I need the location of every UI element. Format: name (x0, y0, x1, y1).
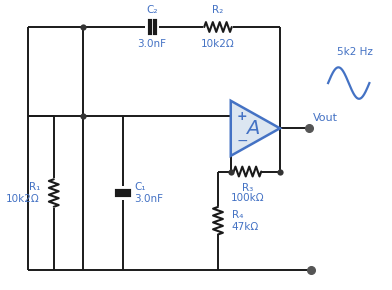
Text: 100kΩ: 100kΩ (230, 193, 264, 203)
Text: R₄: R₄ (232, 210, 243, 220)
Text: −: − (237, 133, 248, 147)
Text: 3.0nF: 3.0nF (138, 39, 167, 49)
Text: C₁: C₁ (134, 182, 146, 192)
Text: 10k2Ω: 10k2Ω (201, 39, 235, 49)
Text: 5k2 Hz: 5k2 Hz (337, 48, 372, 57)
Text: C₂: C₂ (146, 5, 158, 15)
Polygon shape (231, 101, 280, 156)
Text: R₁: R₁ (29, 182, 40, 192)
Text: A: A (246, 119, 260, 138)
Text: 10k2Ω: 10k2Ω (6, 194, 40, 204)
Text: 3.0nF: 3.0nF (134, 194, 163, 204)
Text: +: + (237, 110, 247, 123)
Text: R₂: R₂ (212, 5, 223, 15)
Text: R₃: R₃ (242, 183, 253, 193)
Text: 47kΩ: 47kΩ (232, 222, 259, 232)
Text: Vout: Vout (313, 113, 338, 123)
